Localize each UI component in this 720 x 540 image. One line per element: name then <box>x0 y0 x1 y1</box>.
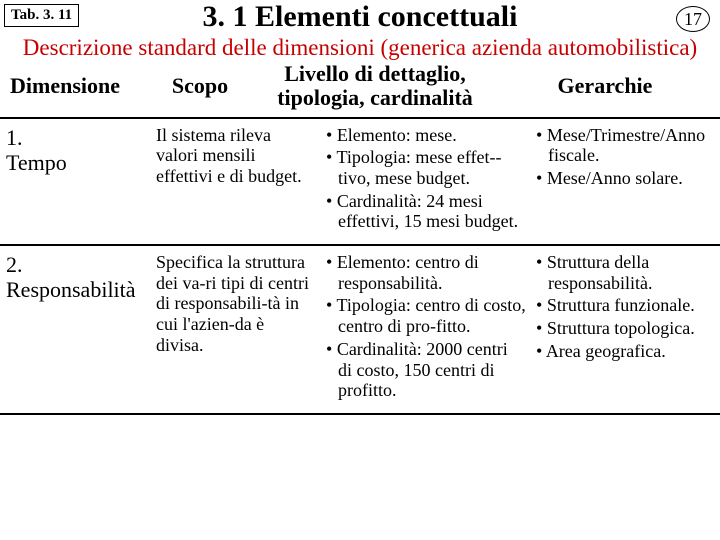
list-item: Struttura della responsabilità. <box>536 252 716 293</box>
list-item: Struttura topologica. <box>536 318 716 339</box>
table-row: 2.ResponsabilitàSpecifica la struttura d… <box>0 245 720 414</box>
list-item: Cardinalità: 2000 centri di costo, 150 c… <box>326 339 526 401</box>
cell-gerarchie: Struttura della responsabilità.Struttura… <box>530 245 720 414</box>
list-item: Area geografica. <box>536 341 716 362</box>
header-livello-l2: tipologia, cardinalità <box>277 85 473 110</box>
title: 3. 1 Elementi concettuali <box>40 0 680 33</box>
list-item: Tipologia: centro di costo, centro di pr… <box>326 295 526 336</box>
list-item: Elemento: centro di responsabilità. <box>326 252 526 293</box>
header-livello-l1: Livello di dettaglio, <box>284 61 466 86</box>
list-item: Tipologia: mese effet-­tivo, mese budget… <box>326 147 526 188</box>
table-header-row: Dimensione Scopo Livello di dettaglio, t… <box>0 62 720 110</box>
title-block: 3. 1 Elementi concettuali Descrizione st… <box>0 0 720 60</box>
subtitle: Descrizione standard delle dimensioni (g… <box>0 35 720 60</box>
cell-livello: Elemento: mese.Tipologia: mese effet-­ti… <box>320 118 530 245</box>
list-item: Struttura funzionale. <box>536 295 716 316</box>
header-scopo: Scopo <box>150 74 250 98</box>
cell-gerarchie: Mese/Trimestre/Anno fiscale.Mese/Anno so… <box>530 118 720 245</box>
list-item: Mese/Anno solare. <box>536 168 716 189</box>
header-dimensione: Dimensione <box>0 74 150 98</box>
cell-scopo: Il sistema rileva valori mensili effetti… <box>150 118 320 245</box>
header-livello: Livello di dettaglio, tipologia, cardina… <box>250 62 500 110</box>
list-item: Cardinalità: 24 mesi effettivi, 15 mesi … <box>326 191 526 232</box>
cell-scopo: Specifica la struttura dei va-­ri tipi d… <box>150 245 320 414</box>
tab-label: Tab. 3. 11 <box>4 4 79 27</box>
page-number: 17 <box>676 6 710 32</box>
list-item: Mese/Trimestre/Anno fiscale. <box>536 125 716 166</box>
list-item: Elemento: mese. <box>326 125 526 146</box>
cell-dimensione: 1.Tempo <box>0 118 150 245</box>
content-table: 1.TempoIl sistema rileva valori mensili … <box>0 117 720 415</box>
header-gerarchie: Gerarchie <box>500 74 710 98</box>
cell-dimensione: 2.Responsabilità <box>0 245 150 414</box>
cell-livello: Elemento: centro di responsabilità.Tipol… <box>320 245 530 414</box>
table-row: 1.TempoIl sistema rileva valori mensili … <box>0 118 720 245</box>
